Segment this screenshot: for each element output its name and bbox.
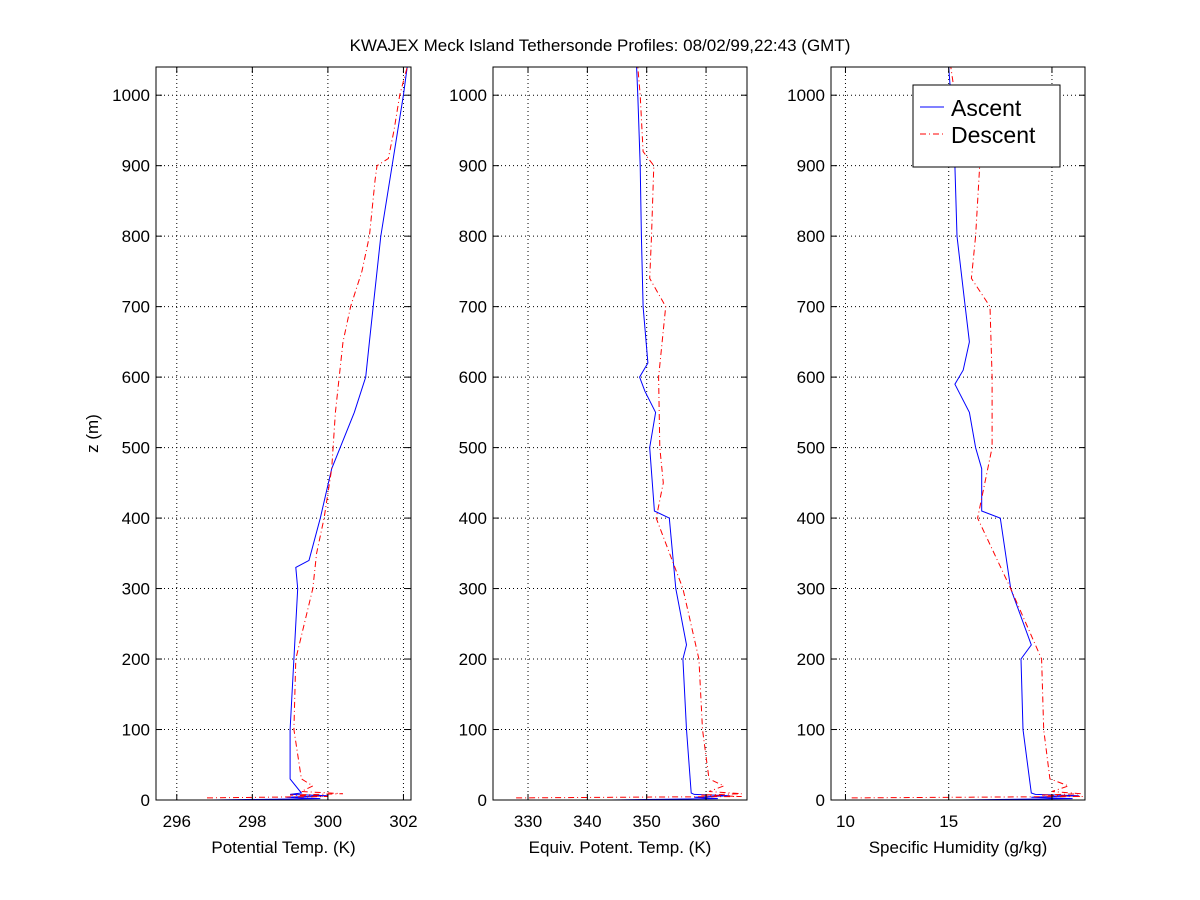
y-tick-label: 300 (797, 580, 825, 599)
y-tick-label: 600 (797, 368, 825, 387)
y-tick-label: 400 (122, 509, 150, 528)
x-tick-label: 330 (514, 812, 542, 831)
plot-area (493, 67, 747, 800)
y-tick-label: 1000 (787, 86, 825, 105)
x-tick-label: 10 (836, 812, 855, 831)
x-axis-label: Specific Humidity (g/kg) (869, 838, 1048, 857)
legend-label-ascent: Ascent (951, 95, 1022, 121)
y-tick-label: 300 (459, 580, 487, 599)
y-tick-label: 700 (459, 298, 487, 317)
plot-area (831, 67, 1085, 800)
y-tick-label: 1000 (112, 86, 150, 105)
chart-title: KWAJEX Meck Island Tethersonde Profiles:… (350, 36, 851, 55)
y-tick-label: 700 (122, 298, 150, 317)
y-tick-label: 100 (797, 721, 825, 740)
x-axis-label: Potential Temp. (K) (211, 838, 355, 857)
y-tick-label: 400 (797, 509, 825, 528)
panel-1: 296 298 300 302 0 100 200 300 400 500 600 700 800 900… (83, 66, 418, 857)
y-tick-label: 500 (459, 439, 487, 458)
y-tick-label: 100 (122, 721, 150, 740)
x-tick-label: 360 (692, 812, 720, 831)
y-tick-label: 0 (141, 791, 150, 810)
axes-frame (830, 66, 1086, 801)
y-tick-label: 600 (122, 368, 150, 387)
y-tick-label: 900 (122, 157, 150, 176)
y-axis-label: z (m) (83, 414, 102, 453)
legend-label-descent: Descent (951, 122, 1036, 148)
x-tick-label: 298 (238, 812, 266, 831)
x-tick-label: 15 (939, 812, 958, 831)
x-axis-label: Equiv. Potent. Temp. (K) (529, 838, 712, 857)
y-tick-label: 800 (122, 227, 150, 246)
series-ascent-line (611, 66, 730, 801)
y-tick-label: 500 (122, 439, 150, 458)
y-tick-label: 200 (122, 650, 150, 669)
x-tick-label: 350 (633, 812, 661, 831)
series-ascent-line (948, 66, 1079, 801)
panel-2: 330 340 350 360 0 100 200 300 400 500 600 700 800 900… (449, 66, 748, 857)
y-tick-label: 0 (478, 791, 487, 810)
series-descent-line (851, 66, 1083, 799)
y-tick-label: 300 (122, 580, 150, 599)
panel-3: 10 15 2001002003004005006007008009001000Sp… (787, 66, 1086, 857)
y-tick-label: 100 (459, 721, 487, 740)
x-tick-label: 340 (573, 812, 601, 831)
plot-area (156, 67, 411, 800)
y-tick-label: 800 (459, 227, 487, 246)
x-tick-label: 302 (389, 812, 417, 831)
legend-box (912, 84, 1061, 168)
y-tick-label: 1000 (449, 86, 487, 105)
x-tick-label: 296 (163, 812, 191, 831)
y-tick-label: 900 (797, 157, 825, 176)
y-tick-label: 200 (797, 650, 825, 669)
y-tick-label: 200 (459, 650, 487, 669)
x-tick-label: 20 (1042, 812, 1061, 831)
axes-frame (155, 66, 412, 801)
y-tick-label: 400 (459, 509, 487, 528)
y-tick-label: 700 (797, 298, 825, 317)
y-tick-label: 0 (816, 791, 825, 810)
series-descent-line (206, 66, 408, 799)
y-tick-label: 900 (459, 157, 487, 176)
y-tick-label: 600 (459, 368, 487, 387)
y-tick-label: 800 (797, 227, 825, 246)
series-descent-line (516, 66, 742, 799)
y-tick-label: 500 (797, 439, 825, 458)
axes-frame (492, 66, 748, 801)
x-tick-label: 300 (314, 812, 342, 831)
